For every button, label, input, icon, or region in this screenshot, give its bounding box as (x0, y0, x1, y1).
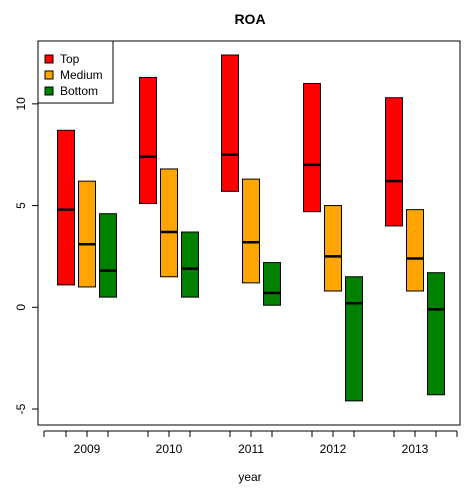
box-medium-2013 (406, 209, 424, 292)
box-medium-2011 (242, 178, 260, 284)
legend-label-bottom: Bottom (60, 84, 98, 98)
x-tick-label-2012: 2012 (320, 442, 347, 456)
box-medium-2012 (324, 205, 342, 292)
x-tick-label-2010: 2010 (156, 442, 183, 456)
legend-swatch-bottom (44, 86, 54, 96)
box-bottom-2012 (345, 276, 363, 402)
x-tick-label-2009: 2009 (74, 442, 101, 456)
y-axis: -5 0 5 10 (14, 97, 39, 414)
box-medium-2009 (78, 180, 96, 288)
box-medium-2010 (160, 168, 178, 278)
y-tick-label-2: 5 (14, 202, 28, 209)
chart-title: ROA (234, 11, 265, 27)
box-top-2011 (221, 54, 239, 192)
legend-swatch-top (44, 54, 54, 64)
box-bottom-2009 (99, 213, 117, 298)
y-tick-label-3: 10 (14, 97, 28, 111)
legend-label-top: Top (60, 52, 80, 66)
x-axis: 2009 2010 2011 2012 2013 (43, 430, 458, 456)
box-top-2012 (303, 83, 321, 213)
box-top-2013 (385, 97, 403, 227)
legend: Top Medium Bottom (37, 40, 114, 104)
box-bottom-2013 (427, 272, 445, 396)
legend-label-medium: Medium (60, 68, 103, 82)
box-bottom-2011 (263, 262, 281, 306)
x-tick-label-2013: 2013 (402, 442, 429, 456)
chart-marks (57, 54, 445, 402)
box-top-2010 (139, 76, 157, 205)
y-tick-label-0: -5 (14, 403, 28, 414)
box-top-2009 (57, 129, 75, 286)
x-axis-label: year (238, 470, 261, 484)
x-tick-label-2011: 2011 (238, 442, 264, 456)
y-tick-label-1: 0 (14, 304, 28, 311)
legend-swatch-medium (44, 70, 54, 80)
box-bottom-2010 (181, 231, 199, 298)
